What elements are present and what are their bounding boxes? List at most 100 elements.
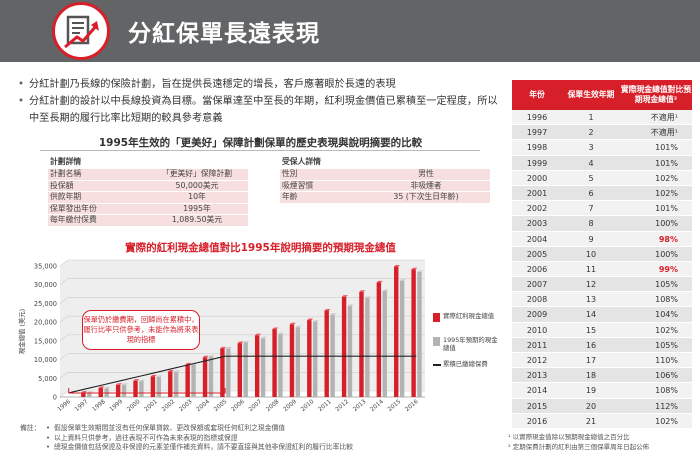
row-year: 2011 bbox=[526, 340, 548, 350]
x-tick-label: 2010 bbox=[300, 399, 315, 413]
intro-bullets: 分紅計劃乃長線的保險計劃，旨在提供長遠穩定的增長，客戶應著眼於長遠的表現 分紅計… bbox=[18, 76, 503, 127]
row-year: 2008 bbox=[526, 295, 548, 305]
row-value: 1995年 bbox=[183, 203, 211, 213]
x-tick-label: 2016 bbox=[404, 399, 419, 413]
table-row: 2009 14 104% bbox=[512, 307, 692, 323]
bar-actual-top bbox=[341, 295, 348, 297]
legend-label: 累積已繳總保費 bbox=[443, 360, 488, 368]
row-label: 吸煙習慣 bbox=[282, 180, 314, 190]
bar-projected-top bbox=[399, 278, 406, 281]
case-title: 1995年生效的「更美好」保障計劃保單的歷史表現與說明摘要的比較 bbox=[98, 137, 423, 149]
bar-actual-top bbox=[254, 333, 261, 336]
cash-value-chart: 0 5,000 10,000 15,000 20,000 25,000 30,000 35,0… bbox=[17, 259, 425, 413]
bar-projected bbox=[139, 381, 144, 397]
bar-projected bbox=[260, 338, 266, 397]
table-row: 2004 9 98% bbox=[512, 231, 692, 247]
row-year: 1998 bbox=[526, 143, 548, 153]
bar-actual bbox=[394, 266, 399, 397]
row-term: 9 bbox=[588, 234, 594, 244]
row-ratio: 100% bbox=[655, 249, 678, 259]
page-title: 分紅保單長遠表現 bbox=[128, 21, 320, 47]
row-term: 15 bbox=[585, 325, 597, 335]
bar-actual bbox=[341, 296, 347, 397]
table-row: 1999 4 101% bbox=[512, 155, 692, 171]
grid-diagonal bbox=[59, 353, 69, 360]
bar-actual-top bbox=[150, 374, 157, 377]
row-year: 2014 bbox=[526, 386, 548, 396]
bar-actual-top bbox=[237, 341, 244, 344]
row-ratio: 105% bbox=[655, 340, 678, 350]
row-ratio: 101% bbox=[655, 204, 678, 214]
x-tick-label: 2013 bbox=[352, 399, 367, 413]
row-term: 12 bbox=[585, 280, 597, 290]
table-row: 2011 16 105% bbox=[512, 337, 692, 353]
bar-actual-top bbox=[411, 267, 418, 270]
note-item: 假設保單生效期間並沒有任何保單貸款、更改保額或套現任何紅利之現金價值 bbox=[46, 424, 506, 434]
premium-period-bracket bbox=[68, 388, 226, 394]
table-row: 投保額 50,000美元 bbox=[48, 180, 248, 192]
bar-projected bbox=[347, 305, 353, 397]
bar-projected-top bbox=[156, 375, 163, 377]
row-term: 10 bbox=[585, 249, 597, 259]
bar-actual bbox=[202, 357, 208, 397]
table-row: 2000 5 102% bbox=[512, 170, 692, 186]
row-term: 6 bbox=[588, 188, 594, 198]
row-term: 11 bbox=[585, 264, 597, 274]
table-row: 吸煙習慣 非吸煙者 bbox=[280, 180, 490, 192]
table-row: 2008 13 108% bbox=[512, 292, 692, 308]
table-row: 2013 18 106% bbox=[512, 368, 692, 384]
table-row: 2014 19 108% bbox=[512, 383, 692, 399]
row-term: 17 bbox=[585, 356, 597, 365]
bar-actual bbox=[168, 371, 173, 397]
legend-label: 1995年預期的現金總值 bbox=[443, 336, 498, 352]
bar-actual-top bbox=[324, 308, 331, 311]
row-term: 21 bbox=[585, 416, 597, 426]
x-tick-label: 2006 bbox=[231, 399, 246, 413]
row-year: 2012 bbox=[526, 356, 548, 365]
y-axis-label: 現金總值 (美元) bbox=[17, 309, 26, 354]
bar-projected-top bbox=[226, 346, 233, 349]
row-ratio: 101% bbox=[655, 158, 678, 168]
row-label: 性別 bbox=[282, 169, 298, 178]
row-label: 計劃名稱 bbox=[50, 169, 82, 178]
row-term: 14 bbox=[585, 310, 597, 320]
x-tick-label: 2001 bbox=[144, 399, 159, 413]
row-value: 1,089.50美元 bbox=[171, 215, 223, 225]
ratio-table-body: 1996 1 不適用¹ 1997 2 不適用¹ 1998 3 101% 1999 4 101% 2000… bbox=[512, 110, 692, 429]
y-tick-label: 20,000 bbox=[34, 319, 57, 327]
bar-actual bbox=[289, 324, 295, 397]
y-tick-label: 30,000 bbox=[34, 281, 57, 289]
row-year: 2013 bbox=[526, 371, 548, 381]
y-tick-label: 10,000 bbox=[34, 356, 57, 364]
legend-label: 實際紅利現金總值 bbox=[443, 312, 495, 320]
ratio-table: 年份 保單生效年期 實際現金總值對比預期現金總值² 1996 1 不適用¹ 1997 2… bbox=[512, 80, 692, 429]
table-row: 2003 8 100% bbox=[512, 216, 692, 232]
row-year: 2003 bbox=[526, 219, 548, 229]
row-ratio: 102% bbox=[655, 188, 678, 198]
bar-actual bbox=[307, 320, 312, 397]
bar-actual bbox=[324, 310, 329, 397]
row-ratio: 104% bbox=[655, 310, 678, 320]
notes-label: 備註： bbox=[20, 424, 41, 432]
table-row: 計劃名稱 「更美好」保障計劃 bbox=[48, 169, 248, 180]
table-row: 性別 男性 bbox=[280, 169, 490, 180]
bar-actual bbox=[115, 384, 121, 397]
insured-details-heading: 受保人詳情 bbox=[282, 157, 321, 166]
bar-actual-top bbox=[133, 379, 140, 381]
x-tick-label: 2005 bbox=[213, 399, 228, 413]
row-year: 1999 bbox=[526, 158, 548, 168]
document-growth-icon bbox=[52, 2, 110, 60]
row-ratio: 101% bbox=[655, 143, 678, 153]
legend-item-projected: 1995年預期的現金總值 bbox=[433, 336, 501, 360]
row-value: 35 (下次生日年齡) bbox=[393, 192, 459, 202]
bar-projected-top bbox=[104, 386, 111, 389]
legend-swatch-red bbox=[433, 313, 440, 322]
bar-actual bbox=[272, 329, 277, 397]
bar-projected bbox=[87, 392, 92, 397]
bar-actual bbox=[237, 343, 242, 397]
x-tick-label: 2011 bbox=[318, 399, 333, 413]
bar-projected-top bbox=[243, 340, 250, 343]
x-tick-label: 2014 bbox=[370, 399, 385, 413]
grid-diagonal bbox=[59, 315, 69, 323]
bar-projected bbox=[278, 334, 283, 397]
